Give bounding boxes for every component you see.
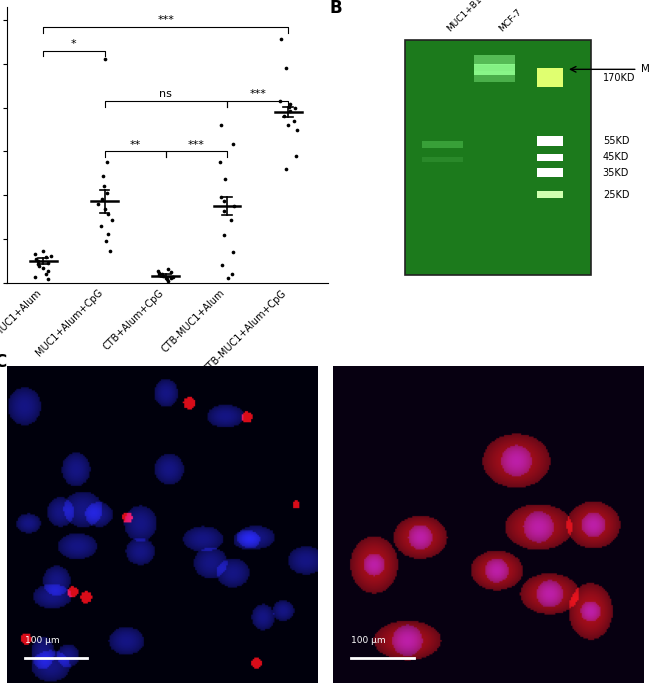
Text: **: ** <box>129 139 141 150</box>
Bar <box>474 64 515 75</box>
Text: ***: *** <box>249 89 266 99</box>
Point <box>98 170 109 181</box>
Point <box>96 220 106 231</box>
Text: *: * <box>71 39 77 49</box>
Point <box>216 191 226 202</box>
Point <box>97 193 107 204</box>
Point <box>219 229 229 240</box>
Bar <box>537 68 563 75</box>
Point <box>228 200 239 211</box>
Point <box>162 274 173 285</box>
Bar <box>422 141 463 148</box>
Point <box>43 274 53 285</box>
Point <box>33 259 44 270</box>
Point <box>101 235 112 246</box>
Bar <box>537 136 563 146</box>
Point <box>227 139 238 150</box>
Point <box>103 209 113 220</box>
Point <box>101 157 112 168</box>
Point <box>166 267 177 278</box>
Bar <box>537 80 563 87</box>
Point <box>276 34 286 45</box>
Point <box>32 255 43 266</box>
Point <box>227 268 238 279</box>
Text: MCF-7: MCF-7 <box>497 7 523 33</box>
Point <box>216 119 226 130</box>
Point <box>283 101 294 112</box>
Text: MUC1: MUC1 <box>641 64 650 75</box>
Point <box>163 275 174 286</box>
Text: ***: *** <box>188 139 205 150</box>
Text: 45KD: 45KD <box>603 152 629 162</box>
Point <box>100 204 110 215</box>
Point <box>98 181 109 192</box>
Text: 55KD: 55KD <box>603 136 629 146</box>
Point <box>153 265 163 276</box>
Point <box>93 199 103 210</box>
Point <box>99 54 110 65</box>
Point <box>291 124 302 135</box>
Point <box>154 268 164 279</box>
Point <box>279 111 289 122</box>
Text: ns: ns <box>159 89 172 99</box>
Point <box>281 164 291 175</box>
Point <box>46 250 57 261</box>
Point <box>161 272 172 283</box>
Point <box>285 106 295 117</box>
Point <box>289 115 299 126</box>
Point <box>216 259 227 270</box>
Point <box>282 119 293 130</box>
Text: 35KD: 35KD <box>603 168 629 177</box>
Point <box>42 265 53 276</box>
Point <box>162 264 173 275</box>
Bar <box>422 157 463 162</box>
Point <box>42 257 53 268</box>
Point <box>290 103 300 114</box>
Point <box>157 268 168 279</box>
Point <box>228 246 239 257</box>
Text: 100 μm: 100 μm <box>25 636 60 645</box>
Bar <box>405 40 591 275</box>
Point <box>38 246 49 257</box>
Text: B: B <box>330 0 342 17</box>
Point <box>281 63 291 74</box>
Point <box>30 271 40 282</box>
Point <box>157 270 168 282</box>
Point <box>226 214 237 225</box>
Text: 170KD: 170KD <box>603 72 635 83</box>
Bar <box>537 168 563 177</box>
Point <box>102 188 112 199</box>
Point <box>153 269 164 280</box>
Bar <box>474 71 515 81</box>
Point <box>219 196 229 207</box>
Point <box>275 95 285 106</box>
Text: 100 μm: 100 μm <box>352 636 386 645</box>
Point <box>218 206 229 217</box>
Point <box>168 271 178 282</box>
Text: MUC1+B16: MUC1+B16 <box>445 0 488 33</box>
Bar <box>537 191 563 198</box>
Point <box>291 150 301 161</box>
Point <box>105 246 115 257</box>
Point <box>29 248 40 259</box>
Point <box>222 273 233 284</box>
Point <box>40 268 51 279</box>
Point <box>220 174 230 185</box>
Point <box>38 262 48 273</box>
Text: 25KD: 25KD <box>603 190 629 200</box>
Point <box>215 157 226 168</box>
Point <box>107 214 117 225</box>
Point <box>31 254 42 265</box>
Point <box>166 273 176 284</box>
Text: ***: *** <box>157 15 174 26</box>
Text: C: C <box>0 353 6 371</box>
Point <box>41 252 51 263</box>
Point <box>33 261 44 272</box>
Bar <box>474 55 515 66</box>
Point <box>103 228 114 239</box>
Point <box>285 99 295 110</box>
Bar <box>537 153 563 161</box>
Bar <box>537 75 563 81</box>
